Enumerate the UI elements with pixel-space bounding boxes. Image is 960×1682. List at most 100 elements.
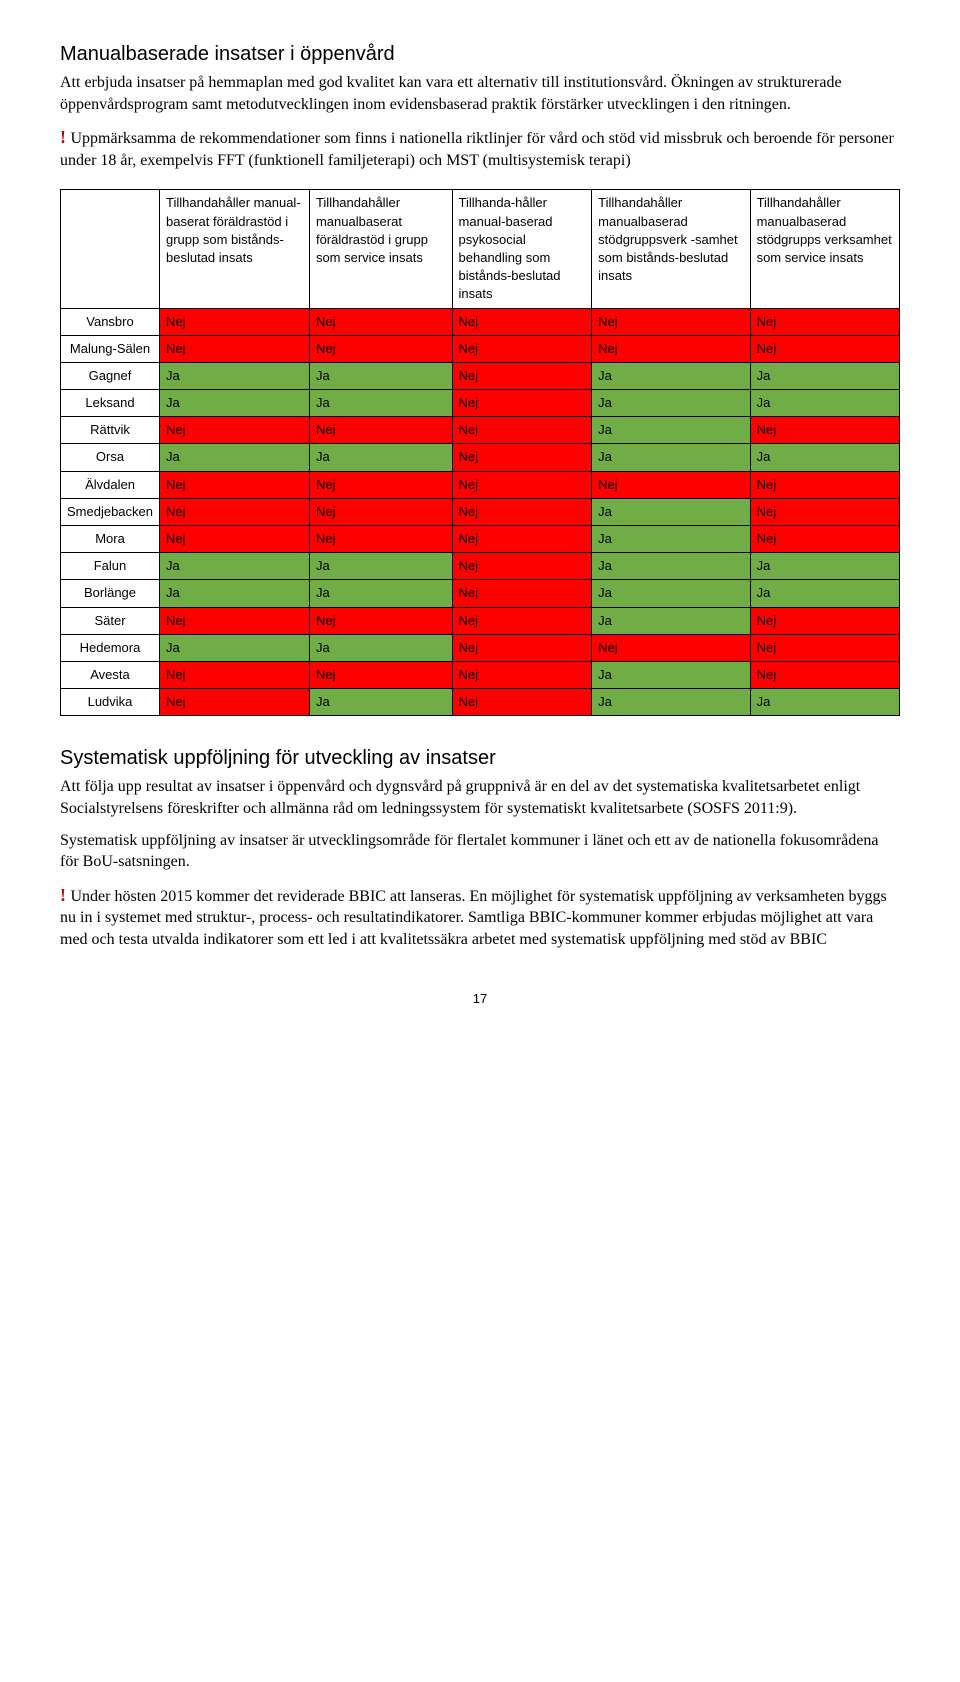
table-row-label: Malung-Sälen (61, 335, 160, 362)
table-row: SäterNejNejNejJaNej (61, 607, 900, 634)
table-row-label: Avesta (61, 661, 160, 688)
table-cell: Nej (452, 362, 592, 389)
table-row-label: Gagnef (61, 362, 160, 389)
table-row: ÄlvdalenNejNejNejNejNej (61, 471, 900, 498)
table-cell: Ja (750, 362, 899, 389)
table-cell: Ja (592, 362, 750, 389)
table-cell: Nej (750, 661, 899, 688)
table-cell: Ja (750, 444, 899, 471)
table-cell: Ja (592, 498, 750, 525)
exclamation-icon: ! (60, 127, 71, 147)
section1-title: Manualbaserade insatser i öppenvård (60, 40, 900, 68)
table-cell: Ja (160, 362, 310, 389)
table-cell: Nej (452, 526, 592, 553)
table-row-label: Falun (61, 553, 160, 580)
table-cell: Nej (750, 417, 899, 444)
table-cell: Nej (160, 335, 310, 362)
table-row-label: Hedemora (61, 634, 160, 661)
table-cell: Nej (452, 689, 592, 716)
table-row: MoraNejNejNejJaNej (61, 526, 900, 553)
page-number: 17 (60, 990, 900, 1008)
table-row: VansbroNejNejNejNejNej (61, 308, 900, 335)
table-cell: Nej (452, 498, 592, 525)
insatser-table: Tillhandahåller manual-baserat föräldras… (60, 189, 900, 716)
table-row: LudvikaNejJaNejJaJa (61, 689, 900, 716)
table-row-label: Vansbro (61, 308, 160, 335)
table-cell: Ja (592, 526, 750, 553)
table-cell: Ja (750, 553, 899, 580)
table-cell: Ja (309, 553, 452, 580)
table-row-label: Älvdalen (61, 471, 160, 498)
table-cell: Ja (160, 444, 310, 471)
table-row: AvestaNejNejNejJaNej (61, 661, 900, 688)
table-cell: Nej (160, 526, 310, 553)
table-row-label: Mora (61, 526, 160, 553)
table-cell: Nej (160, 471, 310, 498)
table-cell: Ja (160, 390, 310, 417)
table-cell: Nej (452, 553, 592, 580)
section1-para1: Att erbjuda insatser på hemmaplan med go… (60, 72, 900, 115)
table-cell: Nej (452, 661, 592, 688)
table-cell: Nej (160, 607, 310, 634)
table-cell: Nej (592, 335, 750, 362)
table-cell: Nej (309, 471, 452, 498)
table-cell: Nej (750, 498, 899, 525)
table-row: LeksandJaJaNejJaJa (61, 390, 900, 417)
table-cell: Ja (309, 362, 452, 389)
table-cell: Ja (160, 634, 310, 661)
table-row: FalunJaJaNejJaJa (61, 553, 900, 580)
table-cell: Ja (750, 689, 899, 716)
table-cell: Ja (592, 444, 750, 471)
table-header-blank (61, 190, 160, 308)
table-row: BorlängeJaJaNejJaJa (61, 580, 900, 607)
table-cell: Nej (452, 335, 592, 362)
table-cell: Nej (750, 634, 899, 661)
table-cell: Nej (452, 444, 592, 471)
table-cell: Nej (309, 308, 452, 335)
table-row: GagnefJaJaNejJaJa (61, 362, 900, 389)
table-cell: Nej (309, 417, 452, 444)
section2-para2: Systematisk uppföljning av insatser är u… (60, 830, 900, 873)
table-cell: Ja (309, 634, 452, 661)
table-cell: Nej (160, 308, 310, 335)
section2-para3: ! Under hösten 2015 kommer det reviderad… (60, 883, 900, 951)
table-cell: Nej (452, 607, 592, 634)
table-row-label: Leksand (61, 390, 160, 417)
table-cell: Ja (592, 390, 750, 417)
table-cell: Nej (452, 580, 592, 607)
table-cell: Nej (160, 661, 310, 688)
table-row-label: Ludvika (61, 689, 160, 716)
table-cell: Nej (592, 634, 750, 661)
section2-para3-text: Under hösten 2015 kommer det reviderade … (60, 888, 887, 948)
table-cell: Nej (592, 308, 750, 335)
table-header-col: Tillhandahåller manualbaserat föräldrast… (309, 190, 452, 308)
table-cell: Nej (160, 417, 310, 444)
table-row: OrsaJaJaNejJaJa (61, 444, 900, 471)
table-cell: Nej (452, 471, 592, 498)
table-cell: Nej (309, 498, 452, 525)
table-cell: Ja (309, 689, 452, 716)
table-cell: Ja (160, 553, 310, 580)
table-cell: Nej (750, 526, 899, 553)
table-cell: Ja (592, 607, 750, 634)
table-row-label: Borlänge (61, 580, 160, 607)
exclamation-icon: ! (60, 885, 71, 905)
table-cell: Ja (309, 580, 452, 607)
table-row-label: Rättvik (61, 417, 160, 444)
table-cell: Ja (750, 580, 899, 607)
table-cell: Nej (452, 417, 592, 444)
table-header-col: Tillhandahåller manualbaserad stödgrupps… (592, 190, 750, 308)
table-cell: Nej (452, 308, 592, 335)
table-row-label: Smedjebacken (61, 498, 160, 525)
section1-para2-text: Uppmärksamma de rekommendationer som fin… (60, 130, 894, 169)
table-row: SmedjebackenNejNejNejJaNej (61, 498, 900, 525)
table-cell: Nej (309, 661, 452, 688)
table-cell: Ja (592, 661, 750, 688)
section1-para2: ! Uppmärksamma de rekommendationer som f… (60, 125, 900, 171)
table-cell: Nej (309, 607, 452, 634)
table-cell: Nej (750, 471, 899, 498)
table-cell: Nej (160, 498, 310, 525)
section2-para1: Att följa upp resultat av insatser i öpp… (60, 776, 900, 819)
table-cell: Nej (750, 335, 899, 362)
table-cell: Ja (592, 580, 750, 607)
